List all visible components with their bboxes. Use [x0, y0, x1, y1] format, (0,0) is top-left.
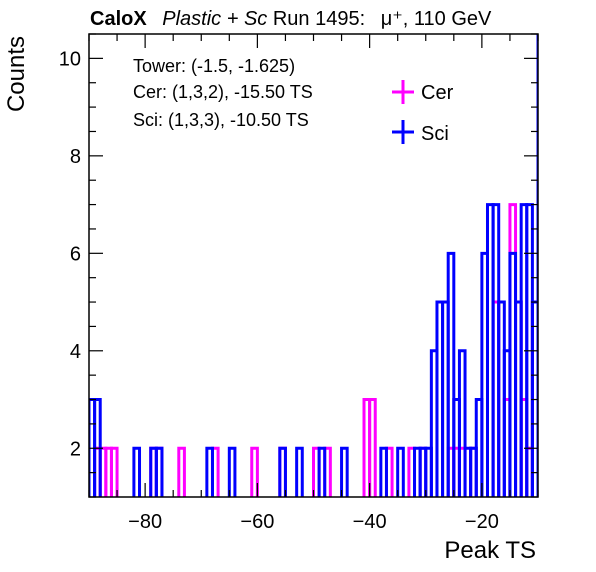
histogram-bin	[132, 446, 142, 497]
plot-area	[89, 34, 538, 497]
histogram-bin	[227, 446, 237, 497]
title-particle: μ⁺, 110 GeV	[381, 8, 492, 30]
title-italic: Plastic + Sc	[162, 8, 267, 30]
histogram-bin	[368, 398, 377, 497]
x-tick-label: −80	[128, 511, 162, 533]
histogram-bin	[295, 446, 304, 497]
info-cer: Cer: (1,3,2), -15.50 TS	[133, 82, 313, 102]
title-run: Run 1495:	[273, 8, 365, 30]
x-axis-title: Peak TS	[444, 537, 536, 564]
legend-sci-label: Sci	[421, 123, 449, 145]
y-tick-label: 10	[59, 48, 81, 70]
y-tick-label: 2	[70, 438, 81, 460]
histogram-bin	[109, 446, 119, 497]
y-axis-title: Counts	[3, 36, 30, 112]
y-tick-label: 6	[70, 243, 81, 265]
info-sci: Sci: (1,3,3), -10.50 TS	[133, 110, 309, 130]
histogram-bin	[457, 349, 467, 497]
y-tick-label: 8	[70, 146, 81, 168]
legend: Cer Sci	[392, 80, 454, 145]
x-tick-label: −40	[353, 511, 387, 533]
plot-background	[89, 34, 538, 497]
histogram-bin	[396, 446, 405, 497]
histogram-bin	[379, 446, 388, 497]
chart-title: CaloX Plastic + Sc Run 1495: μ⁺, 110 GeV	[90, 8, 492, 30]
histogram-bin	[278, 446, 287, 497]
info-tower: Tower: (-1.5, -1.625)	[133, 56, 295, 76]
histogram-bin	[317, 446, 327, 497]
title-brand: CaloX	[90, 8, 147, 30]
histogram-bin	[205, 446, 214, 497]
y-tick-label: 4	[70, 341, 81, 363]
x-tick-label: −60	[240, 511, 274, 533]
histogram-bin	[177, 446, 186, 497]
histogram-bin	[250, 446, 259, 497]
axes-layer: −80 −60 −40 −20 2 4 6 8 10	[59, 33, 539, 533]
histogram-bin	[536, 203, 538, 497]
x-tick-label: −20	[465, 511, 499, 533]
histogram-bin	[536, 34, 538, 497]
histogram-bin	[446, 251, 456, 497]
histogram-bin	[154, 446, 164, 497]
legend-cer-label: Cer	[421, 82, 454, 104]
histogram-bin	[340, 446, 349, 497]
